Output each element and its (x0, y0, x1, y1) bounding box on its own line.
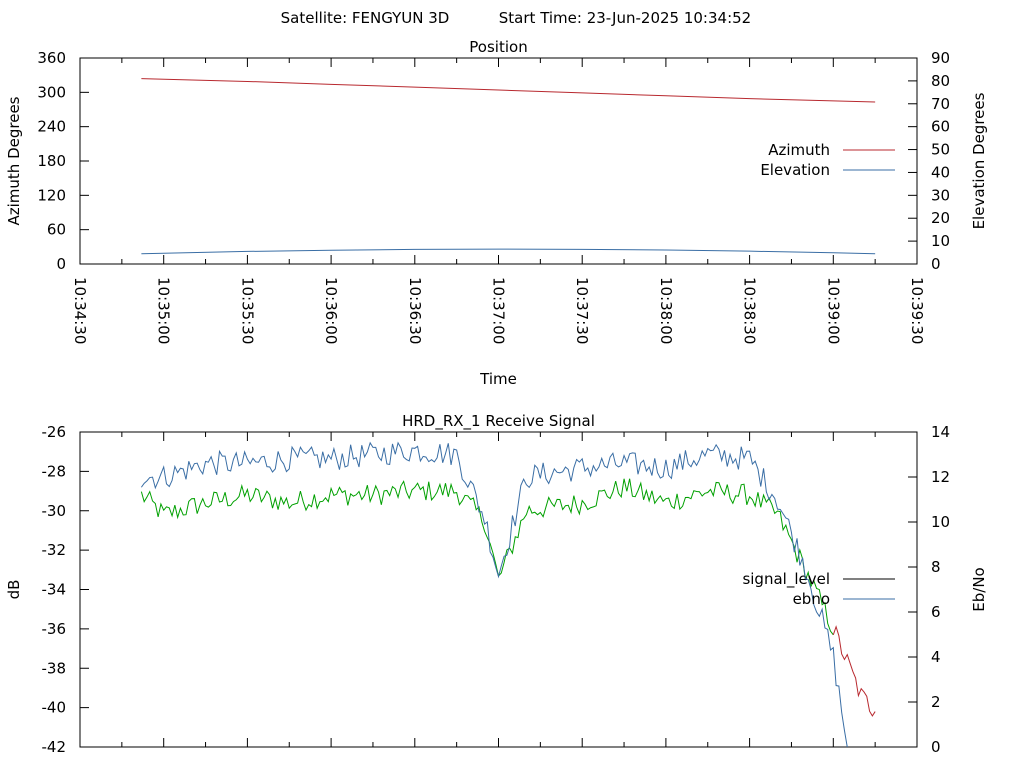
x-axis-label: Time (479, 370, 517, 388)
y-tick-label: 180 (37, 152, 66, 170)
y-tick-label: 120 (37, 186, 66, 204)
series-line-signal-level-tail (832, 625, 876, 717)
y2-tick-label: 0 (931, 255, 941, 273)
y-tick-label: -30 (42, 502, 67, 520)
y-tick-label: -34 (42, 581, 67, 599)
x-tick-label: 10:35:30 (238, 277, 256, 344)
y2-tick-label: 2 (931, 693, 941, 711)
legend-label: Elevation (760, 161, 830, 179)
y-tick-label: -36 (42, 620, 67, 638)
y2-tick-label: 10 (931, 232, 950, 250)
y2-tick-label: 6 (931, 603, 941, 621)
y-tick-label: -32 (42, 541, 67, 559)
y-axis-label: Azimuth Degrees (5, 96, 23, 225)
series-line-signal-level (140, 478, 834, 636)
legend-label: ebno (793, 590, 830, 608)
series-line-ebno (140, 441, 848, 748)
y2-tick-label: 40 (931, 163, 950, 181)
chart-title: Position (469, 38, 527, 56)
x-tick-label: 10:38:00 (657, 277, 675, 344)
y-tick-label: 360 (37, 49, 66, 67)
y2-tick-label: 70 (931, 95, 950, 113)
satellite-label: Satellite: FENGYUN 3D (281, 9, 450, 27)
x-tick-label: 10:34:30 (71, 277, 89, 344)
x-tick-label: 10:38:30 (741, 277, 759, 344)
y2-tick-label: 50 (931, 141, 950, 159)
plot-frame (79, 431, 918, 748)
position-chart: Position 0 60 120 180 240 300 360 0 10 20 30 40 50 60 7… (5, 38, 988, 388)
x-tick-label: 10:39:30 (908, 277, 926, 344)
chart-title: HRD_RX_1 Receive Signal (402, 412, 595, 431)
y-tick-label: -28 (42, 462, 67, 480)
y-tick-label: -40 (42, 699, 67, 717)
x-tick-label: 10:35:00 (155, 277, 173, 344)
x-tick-label: 10:39:00 (824, 277, 842, 344)
x-tick-label: 10:37:30 (573, 277, 591, 344)
y2-axis-label: Eb/No (970, 567, 988, 611)
y2-tick-label: 0 (931, 738, 941, 756)
y2-tick-label: 8 (931, 558, 941, 576)
start-time-label: Start Time: 23-Jun-2025 10:34:52 (499, 9, 751, 27)
y2-tick-label: 60 (931, 118, 950, 136)
y-tick-label: -38 (42, 659, 67, 677)
y2-axis-label: Elevation Degrees (970, 92, 988, 229)
y-tick-label: 240 (37, 118, 66, 136)
y2-tick-label: 80 (931, 72, 950, 90)
x-tick-label: 10:36:30 (406, 277, 424, 344)
receive-signal-chart: HRD_RX_1 Receive Signal -42 -40 -38 -36 -34 -3… (5, 412, 988, 756)
y2-tick-label: 12 (931, 468, 950, 486)
y2-tick-label: 4 (931, 648, 941, 666)
y-tick-label: 60 (47, 221, 66, 239)
series-line-elevation (141, 248, 876, 255)
y-tick-label: -42 (42, 738, 67, 756)
y2-tick-label: 14 (931, 423, 950, 441)
series-line-azimuth (141, 78, 876, 103)
y-axis-label: dB (5, 580, 23, 600)
legend-label: signal_level (742, 570, 830, 589)
y-tick-label: 0 (56, 255, 66, 273)
x-tick-label: 10:36:00 (322, 277, 340, 344)
y-tick-label: 300 (37, 83, 66, 101)
y2-tick-label: 10 (931, 513, 950, 531)
y2-tick-label: 20 (931, 209, 950, 227)
y-tick-label: -26 (42, 423, 67, 441)
legend-label: Azimuth (768, 141, 830, 159)
y2-tick-label: 90 (931, 49, 950, 67)
y2-tick-label: 30 (931, 186, 950, 204)
x-tick-label: 10:37:00 (490, 277, 508, 344)
